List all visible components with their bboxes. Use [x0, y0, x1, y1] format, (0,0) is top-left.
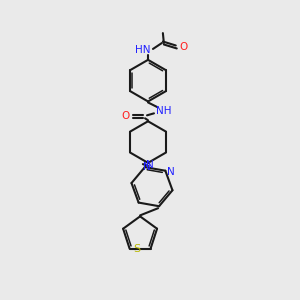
Text: O: O: [121, 111, 129, 121]
Text: N: N: [146, 160, 154, 170]
Text: HN: HN: [135, 45, 151, 55]
Text: N: N: [143, 162, 151, 172]
Text: NH: NH: [156, 106, 172, 116]
Text: S: S: [133, 244, 140, 254]
Text: O: O: [180, 42, 188, 52]
Bar: [153, 12, 178, 30]
Text: N: N: [167, 167, 175, 177]
Text: O: O: [159, 18, 167, 28]
